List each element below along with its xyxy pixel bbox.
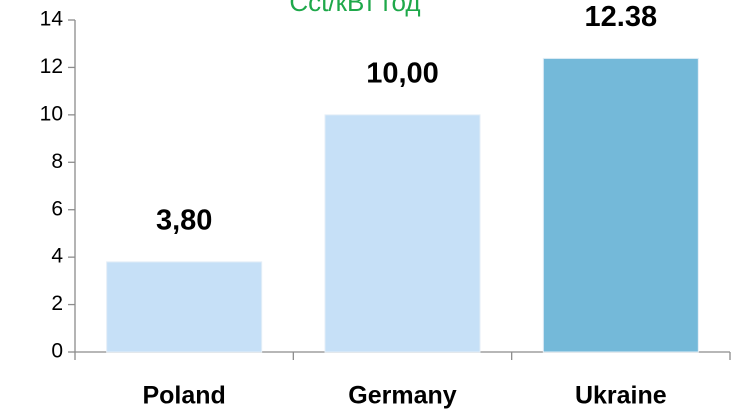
y-tick-label: 12 <box>40 55 63 78</box>
y-tick-label: 6 <box>51 197 63 220</box>
bar <box>324 114 481 353</box>
bar <box>542 57 699 353</box>
value-label: 10,00 <box>366 58 439 90</box>
x-tick-label: Poland <box>142 382 225 410</box>
y-tick-label: 0 <box>51 340 63 363</box>
y-tick-label: 4 <box>51 245 63 268</box>
x-tick-label: Germany <box>348 382 456 410</box>
value-label: 3,80 <box>156 205 212 237</box>
x-tick-label: Ukraine <box>575 382 667 410</box>
value-label: 12.38 <box>585 1 658 33</box>
y-tick-label: 8 <box>51 150 63 173</box>
y-tick-label: 14 <box>40 8 64 31</box>
chart-title: Cct/кВт год <box>289 0 420 17</box>
bar <box>106 261 263 353</box>
y-tick-label: 2 <box>51 292 63 315</box>
y-tick-label: 10 <box>40 102 63 125</box>
